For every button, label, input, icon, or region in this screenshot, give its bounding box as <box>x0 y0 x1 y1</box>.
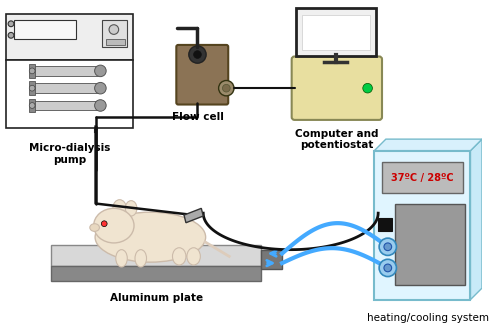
Circle shape <box>363 84 372 93</box>
Circle shape <box>94 100 106 111</box>
Circle shape <box>30 103 35 108</box>
Ellipse shape <box>135 249 146 267</box>
Bar <box>33 66 98 76</box>
Bar <box>6 14 133 60</box>
Circle shape <box>8 21 14 27</box>
Text: Flow cell: Flow cell <box>172 112 225 122</box>
Circle shape <box>189 46 206 63</box>
Bar <box>302 15 370 50</box>
Bar <box>14 20 76 39</box>
Circle shape <box>379 238 396 256</box>
Bar <box>6 60 133 128</box>
Circle shape <box>8 32 14 38</box>
Circle shape <box>94 65 106 76</box>
Ellipse shape <box>187 248 200 265</box>
Text: 37ºC / 28ºC: 37ºC / 28ºC <box>391 173 454 183</box>
Ellipse shape <box>90 224 100 231</box>
Bar <box>106 39 126 45</box>
Bar <box>33 84 98 93</box>
Bar <box>378 218 392 231</box>
Polygon shape <box>374 139 482 151</box>
Ellipse shape <box>94 208 134 243</box>
Circle shape <box>379 259 396 277</box>
Ellipse shape <box>95 212 206 262</box>
Circle shape <box>30 85 35 91</box>
FancyBboxPatch shape <box>296 8 376 56</box>
Circle shape <box>102 221 107 226</box>
Bar <box>374 151 470 300</box>
Circle shape <box>384 264 392 272</box>
Bar <box>396 203 464 285</box>
Text: Aluminum plate: Aluminum plate <box>110 293 202 303</box>
Bar <box>261 249 282 269</box>
Bar <box>52 245 261 266</box>
Ellipse shape <box>113 200 126 217</box>
Bar <box>30 99 35 112</box>
FancyBboxPatch shape <box>292 56 382 120</box>
Ellipse shape <box>172 248 186 265</box>
Ellipse shape <box>126 201 137 216</box>
Circle shape <box>222 85 230 92</box>
FancyBboxPatch shape <box>176 45 228 105</box>
Bar <box>33 101 98 110</box>
Polygon shape <box>470 139 482 300</box>
Circle shape <box>194 51 202 58</box>
Bar <box>102 20 128 47</box>
Bar <box>30 81 35 95</box>
Text: Computer and
potentiostat: Computer and potentiostat <box>295 129 378 150</box>
Circle shape <box>94 82 106 94</box>
Circle shape <box>30 68 35 74</box>
Text: Micro-dialysis
pump: Micro-dialysis pump <box>29 143 110 165</box>
Polygon shape <box>184 208 203 223</box>
Bar <box>52 266 261 281</box>
Circle shape <box>218 80 234 96</box>
Bar <box>30 64 35 77</box>
Bar <box>382 162 463 193</box>
Ellipse shape <box>116 249 128 267</box>
Circle shape <box>109 25 118 34</box>
Circle shape <box>384 243 392 250</box>
Text: heating/cooling system: heating/cooling system <box>367 313 489 323</box>
